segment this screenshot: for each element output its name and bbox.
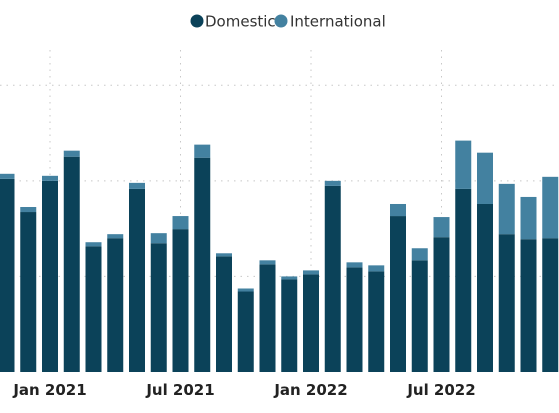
- bar-domestic-1[interactable]: [20, 212, 37, 372]
- bar-international-16[interactable]: [346, 262, 363, 268]
- bar-international-21[interactable]: [455, 140, 472, 189]
- bar-international-7[interactable]: [150, 233, 167, 244]
- x-tick-label-1: Jul 2021: [145, 381, 214, 399]
- x-tick-label-0: Jan 2021: [12, 381, 86, 399]
- bar-domestic-2[interactable]: [42, 180, 58, 372]
- bar-domestic-14[interactable]: [303, 274, 319, 372]
- bar-international-19[interactable]: [411, 248, 428, 261]
- bar-domestic-11[interactable]: [237, 291, 254, 372]
- bar-domestic-20[interactable]: [433, 237, 450, 372]
- bar-international-0[interactable]: [0, 173, 15, 179]
- bar-international-22[interactable]: [477, 152, 493, 204]
- bar-domestic-24[interactable]: [520, 239, 537, 372]
- bar-domestic-10[interactable]: [216, 256, 232, 372]
- bar-domestic-18[interactable]: [390, 216, 406, 372]
- bar-international-15[interactable]: [324, 180, 341, 186]
- bar-domestic-3[interactable]: [63, 156, 80, 372]
- legend-label-domestic: Domestic: [205, 13, 276, 31]
- legend-label-international: International: [290, 13, 386, 31]
- bar-international-12[interactable]: [259, 260, 276, 265]
- bar-international-20[interactable]: [433, 217, 450, 238]
- bar-international-6[interactable]: [129, 182, 145, 189]
- bar-international-11[interactable]: [237, 288, 254, 292]
- bar-domestic-9[interactable]: [194, 157, 211, 372]
- bar-domestic-25[interactable]: [542, 238, 559, 372]
- bar-international-5[interactable]: [107, 234, 124, 239]
- bar-international-8[interactable]: [172, 216, 189, 230]
- legend: Domestic International: [190, 13, 386, 31]
- legend-marker-domestic: [190, 14, 204, 28]
- bar-international-17[interactable]: [368, 265, 385, 272]
- legend-marker-international: [274, 14, 288, 28]
- bar-international-3[interactable]: [63, 150, 80, 157]
- grid-layer: [0, 50, 559, 372]
- bar-domestic-12[interactable]: [259, 264, 276, 372]
- x-tick-label-3: Jul 2022: [406, 381, 475, 399]
- bar-domestic-7[interactable]: [150, 243, 167, 372]
- bar-international-25[interactable]: [542, 176, 559, 239]
- x-tick-label-2: Jan 2022: [273, 381, 347, 399]
- bar-international-18[interactable]: [390, 203, 406, 217]
- bar-domestic-13[interactable]: [281, 279, 298, 372]
- bar-international-23[interactable]: [498, 183, 515, 235]
- bar-domestic-5[interactable]: [107, 238, 124, 372]
- bar-international-2[interactable]: [42, 175, 58, 181]
- bar-international-1[interactable]: [20, 207, 37, 213]
- bar-international-14[interactable]: [303, 270, 319, 275]
- bars-layer: [0, 140, 559, 372]
- bar-domestic-0[interactable]: [0, 178, 15, 372]
- bar-domestic-6[interactable]: [129, 188, 145, 372]
- bar-international-9[interactable]: [194, 144, 211, 158]
- bar-domestic-4[interactable]: [85, 246, 102, 372]
- bar-domestic-19[interactable]: [411, 260, 428, 372]
- bar-domestic-23[interactable]: [498, 234, 515, 372]
- bar-domestic-17[interactable]: [368, 271, 385, 372]
- bar-international-24[interactable]: [520, 196, 537, 240]
- bar-international-10[interactable]: [216, 253, 232, 257]
- bar-domestic-22[interactable]: [477, 203, 493, 372]
- bar-domestic-21[interactable]: [455, 188, 472, 372]
- bar-international-13[interactable]: [281, 276, 298, 280]
- bar-domestic-8[interactable]: [172, 229, 189, 372]
- bar-domestic-15[interactable]: [324, 185, 341, 372]
- bar-international-4[interactable]: [85, 242, 102, 247]
- bar-domestic-16[interactable]: [346, 267, 363, 372]
